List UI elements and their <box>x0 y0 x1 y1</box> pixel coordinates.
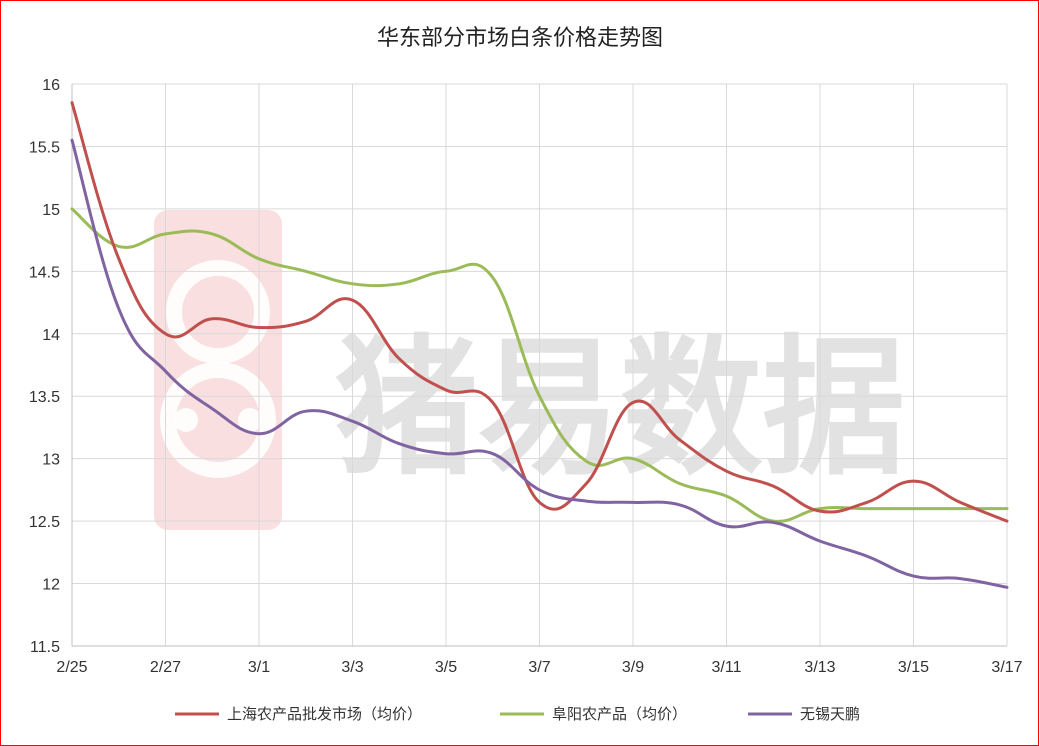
y-tick-label: 16 <box>42 77 60 94</box>
legend-label-2: 阜阳农产品（均价） <box>552 705 687 723</box>
chart-series <box>70 101 1009 589</box>
x-tick-label: 3/13 <box>804 659 835 676</box>
chart-legend: 上海农产品批发市场（均价） 阜阳农产品（均价） 无锡天鹏 <box>175 705 860 723</box>
y-tick-label: 12.5 <box>29 514 60 531</box>
x-tick-label: 3/5 <box>435 659 457 676</box>
legend-label-3: 无锡天鹏 <box>800 705 860 723</box>
chart-title: 华东部分市场白条价格走势图 <box>377 26 663 51</box>
watermark: 猪易数据 <box>154 210 905 530</box>
x-tick-label: 3/9 <box>622 659 644 676</box>
chart-axes: 11.5 12 12.5 13 13.5 14 14.5 15 15.5 16 2/25 2/27 3/… <box>29 77 1023 676</box>
x-tick-label: 2/27 <box>150 659 181 676</box>
x-tick-label: 3/15 <box>898 659 929 676</box>
y-tick-label: 15 <box>42 202 60 219</box>
legend-label-1: 上海农产品批发市场（均价） <box>227 705 422 723</box>
y-tick-label: 12 <box>42 577 60 594</box>
y-tick-label: 11.5 <box>30 639 60 656</box>
x-tick-label: 3/7 <box>528 659 550 676</box>
chart-grid <box>72 83 1008 646</box>
x-tick-label: 3/3 <box>341 659 363 676</box>
x-tick-label: 3/1 <box>248 659 270 676</box>
watermark-text: 猪易数据 <box>335 322 905 496</box>
x-tick-label: 3/11 <box>712 659 742 676</box>
y-tick-label: 14 <box>42 327 60 344</box>
watermark-logo-icon <box>154 210 282 530</box>
y-tick-label: 15.5 <box>29 139 60 156</box>
y-tick-label: 13 <box>42 452 60 469</box>
x-tick-label: 2/25 <box>56 659 87 676</box>
y-tick-label: 14.5 <box>29 264 60 281</box>
series-line-2 <box>70 207 1009 523</box>
series-line-1 <box>70 101 1009 523</box>
series-line-3 <box>70 138 1009 589</box>
x-tick-label: 3/17 <box>991 659 1022 676</box>
y-tick-label: 13.5 <box>29 389 60 406</box>
